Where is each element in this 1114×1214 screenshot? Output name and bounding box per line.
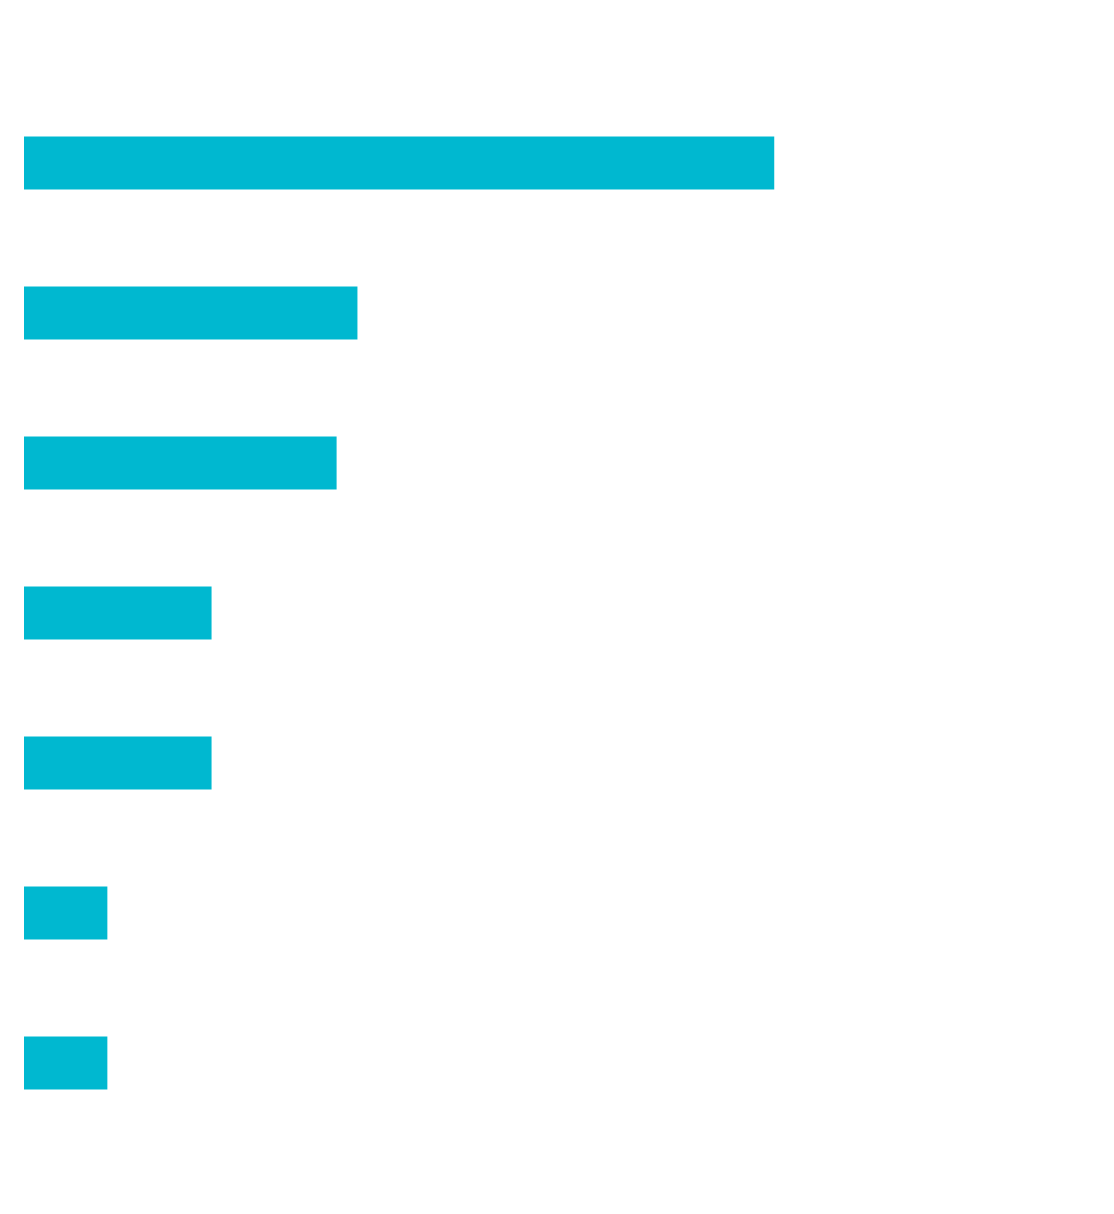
bar-7 (24, 1036, 108, 1090)
bar-2 (24, 286, 358, 340)
bar-3 (24, 436, 337, 490)
bar-1 (24, 136, 775, 190)
bar-5 (24, 736, 212, 790)
bar-6 (24, 886, 108, 940)
bars-group (24, 136, 775, 1090)
bar-4 (24, 586, 212, 640)
